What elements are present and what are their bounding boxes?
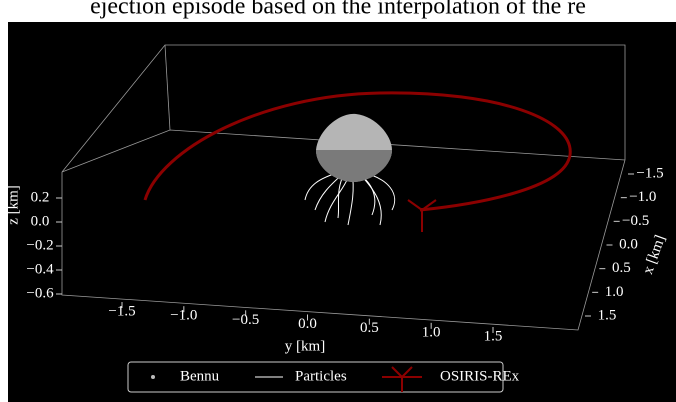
y-tick-label: −0.5 xyxy=(232,312,259,328)
x-tick-label: 1.0 xyxy=(605,284,624,300)
z-tick-label: −0.6 xyxy=(26,285,54,301)
y-axis-label: y [km] xyxy=(285,338,325,354)
y-tick-label: −1.0 xyxy=(170,308,197,324)
legend-label: Bennu xyxy=(180,368,220,384)
y-tick-label: 0.0 xyxy=(298,316,317,332)
z-axis-label: z [km] xyxy=(5,185,21,225)
x-tick-label: −1.0 xyxy=(629,189,656,205)
y-tick-label: 1.5 xyxy=(484,328,503,344)
y-tick-label: 1.0 xyxy=(422,324,441,340)
legend-label: OSIRIS-REx xyxy=(440,368,520,384)
y-tick-label: −1.5 xyxy=(108,303,135,319)
x-tick-label: 0.5 xyxy=(612,260,631,276)
z-tick-label: 0.0 xyxy=(31,213,50,229)
legend-label: Particles xyxy=(295,368,347,384)
plot-background xyxy=(8,22,676,402)
z-tick-label: −0.2 xyxy=(26,237,53,253)
y-tick-label: 0.5 xyxy=(360,320,379,336)
x-tick-label: 0.0 xyxy=(619,236,638,252)
chart: ejection episode based on the interpolat… xyxy=(0,0,676,402)
x-tick-label: −1.5 xyxy=(636,165,663,181)
chart-title: ejection episode based on the interpolat… xyxy=(90,0,586,20)
z-tick-label: 0.2 xyxy=(31,189,50,205)
x-tick-label: 1.5 xyxy=(598,307,617,323)
z-tick-label: −0.4 xyxy=(26,261,54,277)
x-tick-label: −0.5 xyxy=(622,213,649,229)
legend-marker xyxy=(151,375,155,379)
